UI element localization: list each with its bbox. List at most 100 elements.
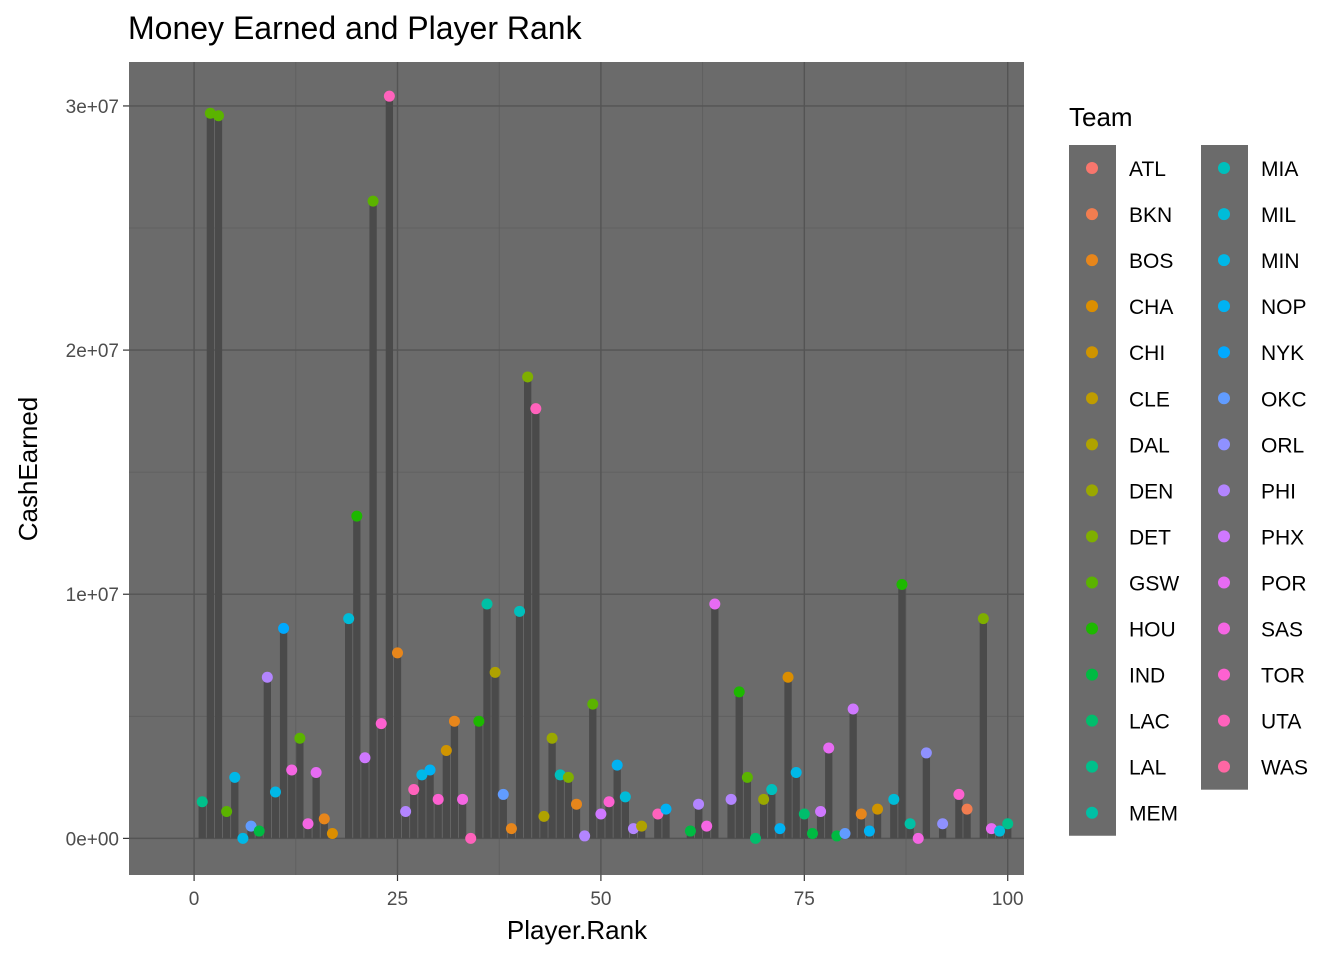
x-tick-label: 0 bbox=[189, 889, 200, 910]
bar bbox=[442, 750, 450, 839]
data-point bbox=[237, 832, 249, 844]
data-point bbox=[904, 818, 916, 830]
bar bbox=[727, 799, 735, 839]
data-point bbox=[538, 810, 550, 822]
data-point bbox=[213, 110, 224, 122]
bar bbox=[857, 813, 865, 839]
y-tick-label: 2e+07 bbox=[66, 341, 119, 362]
bar bbox=[434, 799, 442, 839]
y-tick-label: 0e+00 bbox=[66, 829, 119, 850]
bar bbox=[312, 772, 320, 839]
data-point bbox=[937, 818, 949, 830]
plot-panel bbox=[129, 62, 1024, 875]
legend-label: DET bbox=[1129, 526, 1171, 549]
legend-swatch bbox=[1218, 300, 1230, 313]
bar bbox=[279, 628, 288, 839]
bar bbox=[572, 804, 581, 839]
x-tick-label: 25 bbox=[387, 889, 408, 910]
legend-swatch bbox=[1218, 162, 1230, 175]
data-point bbox=[912, 832, 924, 844]
data-point bbox=[733, 686, 745, 698]
data-point bbox=[766, 784, 778, 796]
legend-swatch bbox=[1086, 576, 1098, 589]
legend-swatch bbox=[1086, 484, 1098, 497]
data-point bbox=[514, 605, 526, 617]
bar bbox=[768, 789, 776, 839]
bar bbox=[735, 691, 743, 839]
data-point bbox=[872, 803, 884, 815]
legend-swatch bbox=[1086, 346, 1098, 359]
bar bbox=[247, 826, 255, 839]
legend-swatch bbox=[1086, 438, 1098, 451]
bar bbox=[556, 774, 564, 839]
data-point bbox=[888, 793, 900, 805]
legend-swatch bbox=[1086, 208, 1098, 221]
bar bbox=[548, 738, 556, 839]
bar bbox=[515, 611, 524, 839]
bar bbox=[589, 704, 597, 839]
data-point bbox=[684, 825, 696, 837]
data-point bbox=[977, 613, 989, 625]
data-point bbox=[920, 747, 932, 759]
y-tick-label: 1e+07 bbox=[66, 585, 119, 606]
bar bbox=[426, 770, 434, 839]
legend-swatch bbox=[1086, 162, 1098, 175]
x-axis-title: Player.Rank bbox=[507, 915, 648, 945]
data-point bbox=[693, 798, 705, 810]
bar bbox=[524, 376, 532, 839]
data-point bbox=[530, 403, 542, 415]
data-point bbox=[823, 742, 835, 754]
bar bbox=[271, 791, 280, 839]
data-point bbox=[595, 808, 607, 820]
data-point bbox=[790, 766, 802, 778]
legend-label: IND bbox=[1129, 665, 1165, 688]
bar bbox=[784, 677, 792, 839]
data-point bbox=[896, 578, 908, 590]
x-tick-label: 100 bbox=[992, 889, 1024, 910]
data-point bbox=[863, 825, 875, 837]
bar bbox=[703, 826, 711, 839]
legend-label: CHA bbox=[1129, 296, 1173, 319]
data-point bbox=[741, 771, 753, 783]
legend-swatch bbox=[1218, 760, 1230, 773]
data-point bbox=[261, 671, 273, 683]
data-point bbox=[579, 830, 591, 842]
legend-swatch bbox=[1218, 484, 1230, 497]
bar bbox=[499, 794, 507, 839]
data-point bbox=[269, 786, 281, 798]
bar bbox=[475, 721, 483, 839]
legend-swatch bbox=[1218, 530, 1230, 543]
legend-label: GSW bbox=[1129, 572, 1179, 595]
data-point bbox=[750, 832, 761, 844]
bar bbox=[873, 809, 882, 839]
legend-label: MEM bbox=[1129, 803, 1178, 826]
legend-swatch bbox=[1218, 622, 1230, 635]
data-point bbox=[701, 820, 713, 832]
data-point bbox=[587, 698, 599, 710]
data-point bbox=[725, 793, 737, 805]
bar bbox=[890, 799, 898, 839]
data-point bbox=[782, 671, 794, 683]
legend-swatch bbox=[1218, 208, 1230, 221]
x-tick-label: 50 bbox=[590, 889, 611, 910]
data-point bbox=[855, 808, 867, 820]
data-point bbox=[1002, 818, 1014, 830]
bar bbox=[361, 757, 369, 839]
bar bbox=[1004, 823, 1012, 839]
data-point bbox=[481, 598, 493, 610]
legend-swatch bbox=[1218, 714, 1230, 727]
bar bbox=[938, 823, 947, 839]
data-point bbox=[619, 791, 631, 803]
bar bbox=[458, 799, 467, 839]
data-point bbox=[367, 195, 379, 207]
data-point bbox=[636, 820, 648, 832]
legend-label: PHX bbox=[1261, 526, 1304, 549]
legend-label: CHI bbox=[1129, 342, 1165, 365]
legend-swatch bbox=[1218, 438, 1230, 451]
bar bbox=[759, 799, 768, 839]
bar bbox=[816, 811, 825, 839]
data-point bbox=[229, 771, 241, 783]
bar bbox=[621, 796, 629, 839]
data-point bbox=[432, 793, 444, 805]
legend-swatch bbox=[1086, 530, 1098, 543]
